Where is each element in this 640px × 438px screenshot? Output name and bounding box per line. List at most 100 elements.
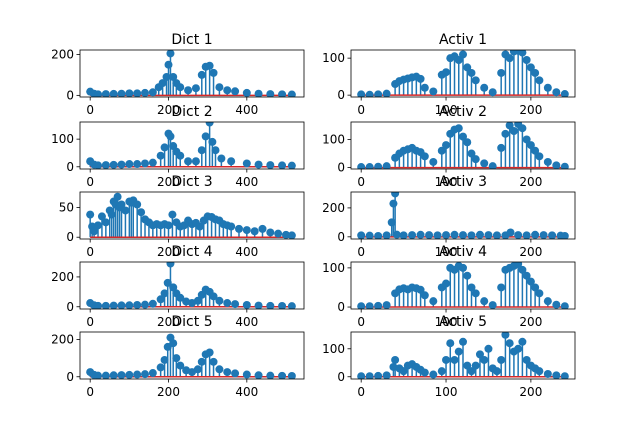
stem-marker	[101, 371, 110, 379]
stem-marker	[446, 339, 455, 348]
stem-marker	[242, 88, 251, 97]
stem-marker	[543, 369, 552, 378]
stem-marker	[450, 355, 459, 364]
x-tick-label: 0	[86, 245, 94, 259]
stem-marker	[166, 262, 175, 268]
stem-marker	[484, 231, 493, 239]
stem-marker	[164, 60, 173, 69]
stem-marker	[454, 55, 463, 64]
stem-marker	[467, 367, 476, 376]
stem-marker	[160, 289, 169, 298]
stem-marker	[471, 76, 480, 85]
stem-marker	[480, 355, 489, 364]
x-tick-label: 200	[157, 103, 180, 117]
stem-marker	[94, 301, 103, 309]
stem-marker	[169, 72, 178, 81]
stem-marker	[125, 89, 134, 97]
stem-marker	[278, 302, 287, 309]
stem-marker	[459, 231, 467, 239]
stem-marker	[209, 68, 218, 77]
stem-marker	[278, 161, 287, 169]
stem-marker	[497, 355, 506, 364]
stem-marker	[467, 283, 476, 292]
stem-marker	[429, 297, 438, 306]
stem-marker	[408, 231, 417, 239]
stem-marker	[156, 151, 165, 160]
stem-marker	[535, 367, 544, 376]
plot-area	[86, 122, 296, 169]
x-tick-label: 200	[157, 175, 180, 189]
stem-marker	[121, 206, 130, 215]
stem-marker	[399, 367, 408, 376]
stem-marker	[223, 299, 232, 308]
stem-marker	[266, 371, 275, 379]
stem-marker	[480, 297, 489, 306]
stem-marker	[365, 372, 374, 379]
stem-marker	[514, 344, 523, 353]
stem-marker	[535, 76, 544, 85]
plot-area	[86, 333, 296, 379]
stem-marker	[287, 161, 296, 169]
stem-marker	[217, 154, 226, 163]
stem-marker	[141, 300, 150, 309]
stem-marker	[215, 296, 224, 305]
chart-8: 0 100 0 100 200	[322, 261, 576, 329]
stem-marker	[148, 299, 157, 308]
stem-marker	[382, 301, 391, 309]
stem-marker	[416, 285, 425, 294]
chart-10: 0 100 0 100 200	[322, 331, 576, 399]
x-tick-label: 100	[435, 245, 458, 259]
stem-marker	[258, 224, 267, 233]
stem-marker	[176, 151, 185, 160]
stem-marker	[459, 337, 467, 346]
stem-marker	[191, 157, 200, 166]
stem-marker	[113, 192, 122, 201]
y-tick-label: 0	[66, 370, 74, 384]
stem-marker	[522, 271, 531, 280]
stem-marker	[488, 301, 497, 309]
stem-marker	[193, 296, 202, 305]
stem-marker	[459, 263, 467, 272]
plot-area	[357, 332, 569, 379]
x-tick-label: 400	[235, 175, 258, 189]
y-tick-label: 0	[66, 300, 74, 314]
stem-marker	[416, 74, 425, 83]
x-tick-label: 400	[235, 103, 258, 117]
y-tick-label: 200	[51, 47, 74, 61]
stem-marker	[501, 129, 510, 138]
stem-marker	[518, 337, 527, 346]
stem-marker	[193, 365, 202, 374]
stem-marker	[552, 161, 561, 169]
stem-marker	[365, 90, 374, 97]
stem-marker	[166, 132, 175, 141]
stem-marker	[357, 302, 366, 309]
stem-marker	[442, 355, 451, 364]
y-tick-label: 200	[51, 332, 74, 346]
stem-marker	[526, 277, 535, 286]
x-tick-label: 200	[519, 315, 542, 329]
stem-marker	[169, 283, 178, 292]
stem-marker	[522, 355, 531, 364]
stem-marker	[501, 332, 510, 339]
stem-marker	[281, 230, 290, 239]
stem-marker	[463, 361, 472, 370]
stem-marker	[526, 141, 535, 150]
stem-marker	[215, 365, 224, 374]
chart-title: Dict 3	[171, 174, 212, 190]
stem-marker	[125, 370, 134, 379]
stem-marker	[492, 231, 501, 239]
chart-title: Dict 5	[171, 314, 212, 330]
x-tick-label: 0	[86, 103, 94, 117]
stem-marker	[94, 161, 103, 169]
stem-marker	[475, 350, 484, 359]
stem-marker	[94, 221, 103, 230]
stem-marker	[205, 122, 214, 127]
stem-marker	[101, 218, 110, 227]
x-tick-label: 0	[86, 385, 94, 399]
stem-marker	[254, 301, 263, 309]
chart-title: Dict 4	[171, 244, 212, 260]
stem-marker	[125, 160, 134, 169]
stem-marker	[365, 163, 374, 169]
stem-marker	[488, 162, 497, 169]
